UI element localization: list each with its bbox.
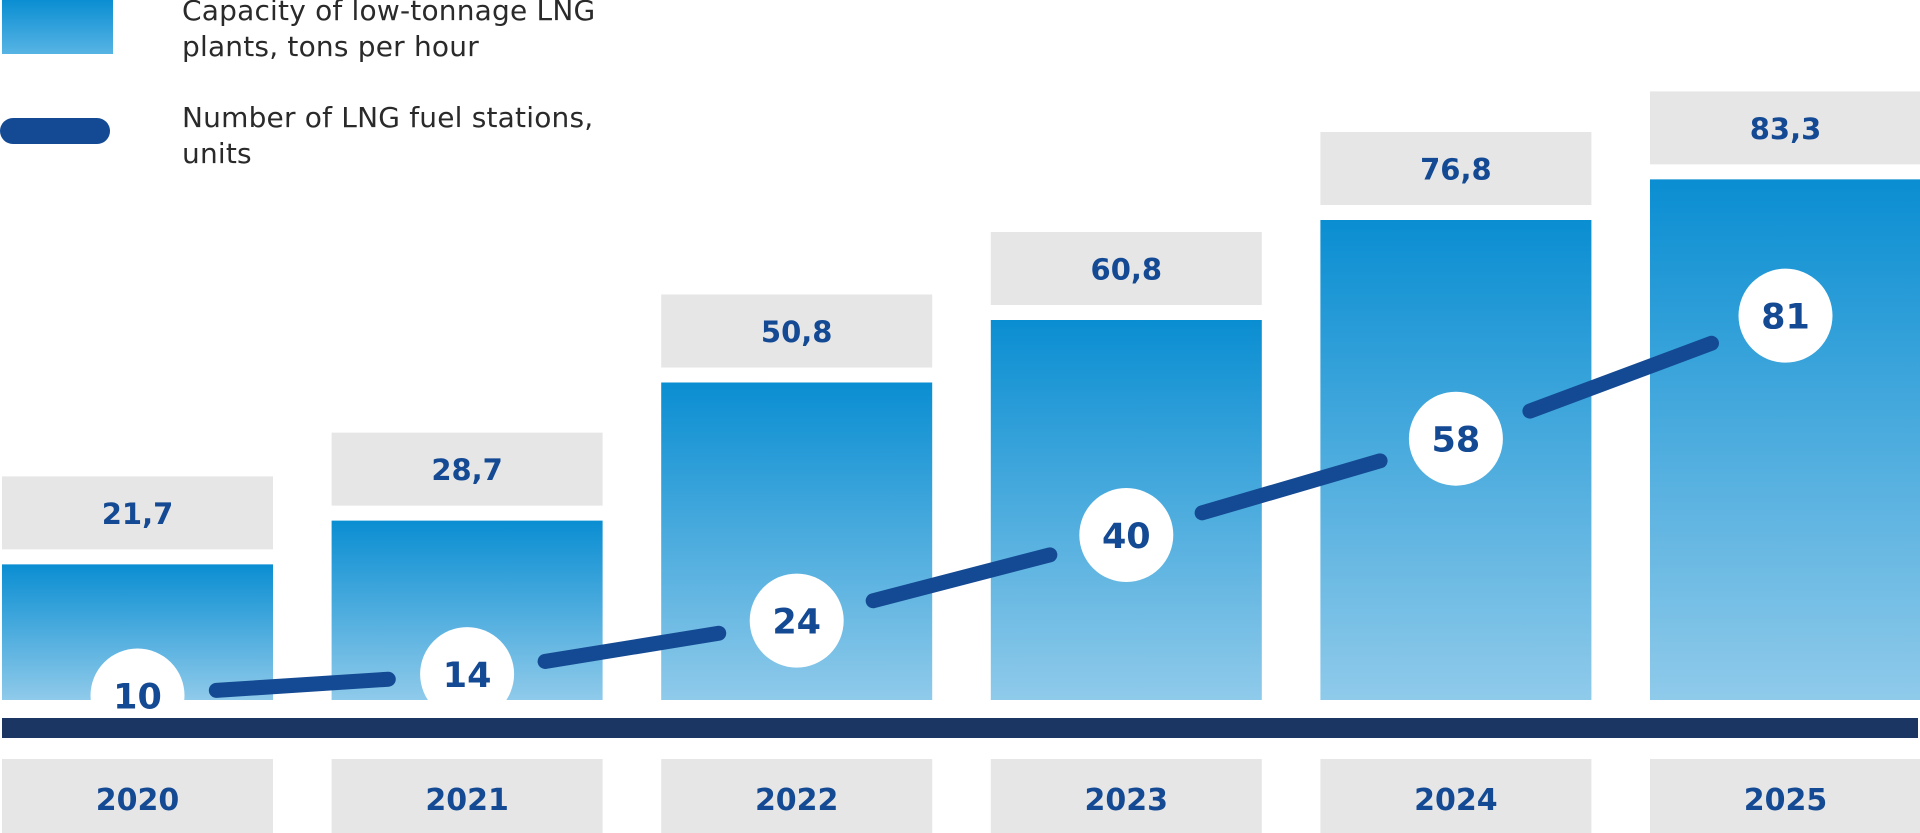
bar-value-box-2025 — [1650, 91, 1920, 165]
x-tick-label-2024: 2024 — [1414, 783, 1498, 818]
bar-value-box-2020 — [2, 476, 273, 550]
line-segment-2023-2024 — [1194, 453, 1388, 521]
line-point-label-2020: 10 — [113, 678, 162, 718]
bar-2025 — [1650, 179, 1920, 700]
legend-bar-label: Capacity of low-tonnage LNG plants, tons… — [182, 0, 596, 63]
bars-layer: 21,7 28,7 50,8 60,8 76,8 83,3 — [2, 91, 1920, 700]
line-point-label-2024: 58 — [1432, 421, 1481, 461]
year-box-2025 — [1650, 759, 1920, 833]
legend-bar-swatch — [2, 0, 113, 54]
year-box-2021 — [331, 759, 603, 833]
x-tick-label-2022: 2022 — [755, 783, 839, 818]
x-tick-label-2023: 2023 — [1085, 783, 1169, 818]
line-point-2024 — [1408, 391, 1503, 486]
year-box-2020 — [2, 759, 273, 833]
line-segment-2022-2023 — [865, 547, 1058, 609]
bar-value-box-2021 — [331, 432, 603, 506]
legend-line-label: Number of LNG fuel stations, units — [182, 101, 594, 170]
x-tick-label-2025: 2025 — [1744, 783, 1828, 818]
line-point-2022 — [749, 573, 844, 668]
line-point-2023 — [1079, 488, 1174, 582]
bar-value-box-2024 — [1320, 132, 1592, 205]
bar-value-box-2022 — [661, 294, 933, 368]
bar-value-label-2022: 50,8 — [761, 315, 833, 349]
bar-value-label-2020: 21,7 — [102, 497, 174, 531]
bar-value-label-2025: 83,3 — [1750, 112, 1822, 146]
bar-value-label-2024: 76,8 — [1420, 153, 1492, 187]
axis-layer: 2020 2021 2022 2023 2024 2025 — [2, 718, 1920, 833]
line-point-label-2021: 14 — [443, 656, 492, 696]
line-point-label-2022: 24 — [772, 603, 821, 643]
legend: Capacity of low-tonnage LNG plants, tons… — [0, 0, 700, 200]
line-segment-2024-2025 — [1522, 335, 1719, 419]
line-point-2025 — [1738, 268, 1833, 363]
x-tick-label-2020: 2020 — [96, 783, 180, 818]
line-segment-2021-2022 — [537, 625, 727, 669]
line-point-label-2023: 40 — [1102, 517, 1151, 557]
bar-value-label-2021: 28,7 — [431, 453, 503, 487]
bar-value-label-2023: 60,8 — [1091, 253, 1163, 287]
x-axis-band — [2, 718, 1918, 738]
line-point-2021 — [420, 627, 515, 722]
x-tick-label-2021: 2021 — [425, 783, 509, 818]
bar-value-box-2023 — [990, 232, 1262, 305]
line-segment-2020-2021 — [208, 671, 396, 698]
year-box-2024 — [1320, 759, 1592, 833]
year-box-2023 — [990, 759, 1262, 833]
line-point-label-2025: 81 — [1761, 298, 1810, 338]
year-box-2022 — [661, 759, 933, 833]
legend-line-swatch — [0, 118, 110, 144]
